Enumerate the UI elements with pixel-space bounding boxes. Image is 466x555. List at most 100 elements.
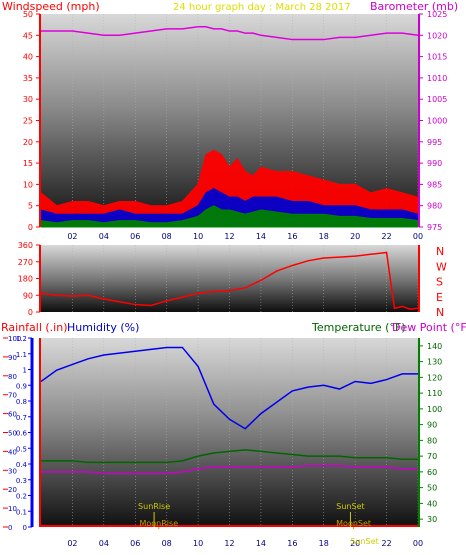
hum-y-tick-label: 20 (8, 486, 17, 494)
compass-label: S (436, 276, 443, 289)
wind-x-tick-label: 00 (413, 232, 423, 241)
wind-x-tick-label: 10 (193, 232, 203, 241)
temp-y-tick-label: 50 (427, 484, 437, 493)
wind-x-tick-label: 18 (319, 232, 329, 241)
wind-y-tick-label: 20 (23, 138, 33, 147)
baro-y-tick-label: 1020 (427, 31, 447, 40)
temperature-series (41, 449, 418, 464)
hum-y-tick-label: 60 (8, 411, 17, 419)
sun-event-label: SunSet (336, 502, 364, 511)
wind-x-tick-label: 04 (99, 232, 109, 241)
baro-y-tick-label: 1005 (427, 95, 447, 104)
temp-x-tick-label: 02 (67, 539, 77, 548)
rain-y-tick-label: 0.8 (16, 398, 27, 406)
sun-event-label: SunRise (138, 502, 170, 511)
temp-y-tick-label: 90 (427, 421, 437, 430)
wind-y-tick-label: 40 (23, 53, 33, 62)
wind-x-tick-label: 16 (287, 232, 297, 241)
rain-y-tick-label: 0.6 (16, 430, 28, 438)
temp-x-tick-label: 08 (162, 539, 172, 548)
wind-y-tick-label: 5 (28, 202, 33, 211)
baro-y-tick-label: 1010 (427, 74, 447, 83)
wind-y-tick-label: 50 (23, 10, 33, 19)
dir-y-tick-label: 360 (18, 241, 33, 250)
wind-x-tick-label: 08 (162, 232, 172, 241)
temp-y-tick-label: 140 (427, 342, 442, 351)
windspeed-label: Windspeed (mph) (2, 0, 100, 13)
hum-y-tick-label: 50 (8, 430, 17, 438)
rain-y-tick-label: 0.7 (16, 414, 27, 422)
wind-x-tick-label: 06 (130, 232, 140, 241)
wind-x-tick-label: 02 (67, 232, 77, 241)
rain-y-tick-label: 0.4 (16, 461, 28, 469)
temp-y-tick-label: 80 (427, 436, 437, 445)
temp-y-tick-label: 30 (427, 515, 437, 524)
wind-y-tick-label: 30 (23, 95, 33, 104)
temp-x-tick-label: 06 (130, 539, 140, 548)
temp-x-tick-label: 12 (224, 539, 234, 548)
moon-event-label: MoonRise (139, 519, 178, 528)
baro-y-tick-label: 975 (427, 223, 442, 232)
temp-y-tick-label: 60 (427, 468, 437, 477)
hum-y-tick-label: 90 (8, 354, 17, 362)
temp-y-tick-label: 110 (427, 389, 442, 398)
wind-y-tick-label: 0 (28, 223, 33, 232)
barometer-label: Barometer (mb) (370, 0, 458, 13)
rain-y-tick-label: 0.9 (16, 382, 27, 390)
rainfall-label: Rainfall (.in) (1, 321, 68, 334)
baro-y-tick-label: 990 (427, 159, 442, 168)
wind-y-tick-label: 15 (23, 159, 33, 168)
temp-x-tick-label: 16 (287, 539, 297, 548)
dir-y-tick-label: 90 (23, 291, 33, 300)
rain-y-tick-label: 0 (23, 524, 27, 532)
rain-y-tick-label: 0.5 (16, 445, 27, 453)
wind-x-tick-label: 22 (381, 232, 391, 241)
temp-x-tick-label: 18 (319, 539, 329, 548)
baro-y-tick-label: 1025 (427, 10, 447, 19)
compass-label: E (436, 291, 443, 304)
temp-y-tick-label: 130 (427, 358, 442, 367)
humidity-label: Humidity (%) (67, 321, 139, 334)
temp-x-tick-label: 04 (99, 539, 109, 548)
temp-x-tick-label: 00 (413, 539, 423, 548)
compass-label: N (436, 245, 444, 258)
hum-y-tick-label: 70 (8, 392, 17, 400)
dir-y-tick-label: 270 (18, 258, 33, 267)
wind-y-tick-label: 35 (23, 74, 33, 83)
temp-y-tick-label: 120 (427, 373, 442, 382)
humidity-series (40, 346, 418, 430)
dir-y-tick-label: 180 (18, 275, 33, 284)
wind-x-tick-label: 12 (224, 232, 234, 241)
temp-x-tick-label: 22 (381, 539, 391, 548)
hum-y-tick-label: 30 (8, 467, 17, 475)
graph-title: 24 hour graph day : March 28 2017 (173, 2, 351, 13)
temp-y-tick-label: 100 (427, 405, 442, 414)
baro-y-tick-label: 980 (427, 202, 442, 211)
wind-x-tick-label: 14 (256, 232, 266, 241)
dewpoint-label: Dew Point (°F) (392, 321, 466, 334)
hum-y-tick-label: 40 (8, 448, 17, 456)
temp-y-tick-label: 40 (427, 499, 437, 508)
hum-y-tick-label: 80 (8, 373, 17, 381)
dewpoint-series (41, 464, 418, 475)
baro-y-tick-label: 985 (427, 180, 442, 189)
hum-y-tick-label: 10 (8, 505, 17, 513)
hum-y-tick-label: 100 (8, 335, 21, 343)
moon-event-label: MoonSet (336, 519, 371, 528)
wind-y-tick-label: 25 (23, 117, 33, 126)
wind-y-tick-label: 10 (23, 180, 33, 189)
wind-x-tick-label: 20 (350, 232, 360, 241)
wind-low-series (40, 205, 419, 228)
temp-plot-area (41, 338, 418, 527)
rain-y-tick-label: 0.3 (16, 477, 27, 485)
barometer-series (41, 26, 419, 41)
sun-event-label: SunSet (350, 537, 378, 546)
temperature-label: Temperature (°F) (311, 321, 406, 334)
temp-x-tick-label: 10 (193, 539, 203, 548)
rain-y-tick-label: 1.2 (16, 335, 27, 343)
compass-label: N (436, 306, 444, 319)
dir-y-tick-label: 0 (28, 308, 33, 317)
baro-y-tick-label: 1000 (427, 117, 447, 126)
temp-x-tick-label: 14 (256, 539, 266, 548)
